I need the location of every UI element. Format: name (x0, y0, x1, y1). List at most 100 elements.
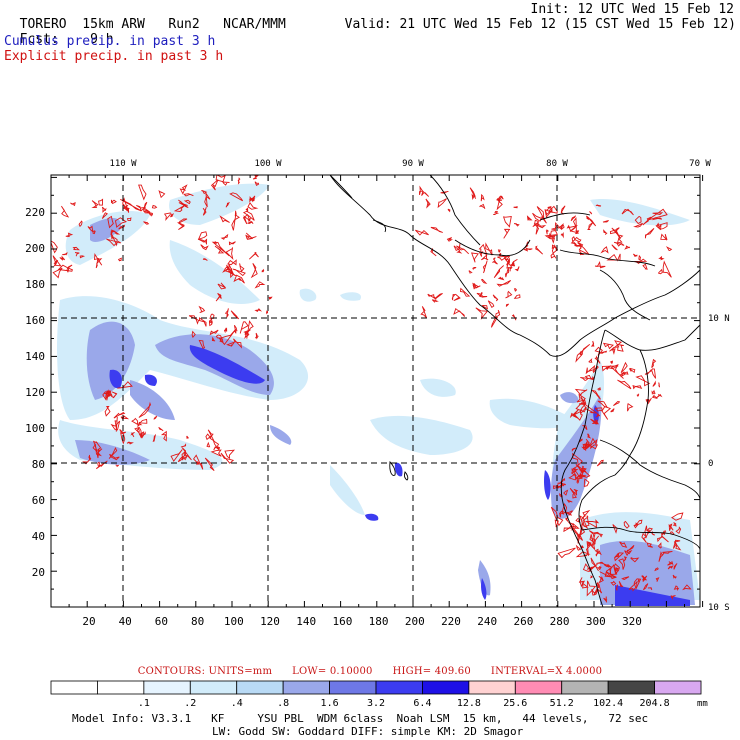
precip-contour (576, 475, 583, 484)
precip-contour (173, 204, 186, 212)
precip-contour (248, 217, 252, 222)
precip-contour (453, 293, 461, 302)
precip-contour (566, 510, 573, 516)
y-tick-label: 20 (32, 566, 45, 579)
precip-shading (57, 183, 700, 606)
precip-contour (603, 596, 608, 603)
precip-contour (239, 321, 249, 334)
precip-contour (126, 217, 132, 221)
precip-contour (419, 185, 424, 196)
colorbar-label: 102.4 (593, 698, 623, 709)
precip-contour (654, 567, 659, 572)
precip-contour (107, 215, 114, 229)
y-tick-labels: 20 40 60 80 100 120 140 160 180 200 220 (25, 206, 45, 579)
precip-contour (471, 252, 479, 263)
precip-contour (87, 225, 94, 233)
precip-contour (602, 342, 614, 350)
precip-contour (621, 576, 630, 580)
y-tick-label: 120 (25, 386, 45, 399)
precip-contour (648, 208, 668, 221)
precip-contour (233, 274, 245, 284)
precip-contour (673, 585, 680, 592)
precip-contour (583, 478, 590, 487)
precip-contour (248, 197, 255, 202)
precip-contour (196, 461, 200, 466)
precip-contour (544, 209, 553, 219)
precip-contour (248, 251, 259, 260)
colorbar-swatch (329, 680, 377, 695)
precip-contour (224, 308, 229, 318)
precip-contour (233, 338, 243, 349)
precip-contour (434, 292, 443, 300)
precip-contour (672, 574, 677, 579)
precip-contour (634, 215, 642, 225)
precip-contour (471, 193, 475, 200)
precip-contour (214, 245, 225, 254)
precip-contour (180, 443, 187, 448)
precip-contour (191, 330, 196, 339)
precip-contour (114, 416, 118, 432)
precip-contour (637, 579, 640, 583)
precip-contour (576, 393, 586, 403)
precip-contour (638, 254, 641, 262)
precip-contour (596, 561, 612, 568)
precip-contour (569, 217, 577, 233)
precip-contour (493, 265, 505, 278)
precip-contour (198, 238, 206, 243)
precip-contour (239, 263, 245, 273)
precip-contour (98, 198, 104, 206)
precip-contour (595, 413, 601, 418)
precip-contour (557, 547, 576, 559)
precip-contour (482, 260, 488, 274)
colorbar-swatch (468, 680, 516, 695)
precip-contour (615, 584, 619, 591)
colorbar-label: 12.8 (457, 698, 481, 709)
model-title: TORERO 15km ARW Run2 NCAR/MMM (4, 2, 286, 32)
precip-contour (202, 207, 207, 216)
precip-contour (179, 184, 188, 195)
precip-contour (211, 241, 230, 257)
precip-contour (503, 255, 511, 262)
precip-contour (620, 371, 626, 378)
y-tick-label: 160 (25, 314, 45, 327)
precip-contour (560, 482, 567, 487)
y-tick-label: 80 (32, 458, 45, 471)
precip-contour (223, 327, 228, 334)
precip-contour (577, 523, 586, 544)
field-label-explicit: Explicit precip. in past 3 h (4, 49, 224, 64)
precip-contour (614, 552, 625, 562)
precip-contour (136, 427, 140, 434)
precip-contour (96, 448, 103, 459)
precip-contour (126, 441, 134, 445)
precip-contour (600, 246, 609, 254)
lon-label: 70 W (689, 159, 711, 169)
precip-contour (497, 255, 509, 261)
precip-contour (651, 389, 656, 395)
precip-contour (72, 246, 80, 251)
precip-contour (641, 575, 648, 582)
precip-contour (268, 296, 273, 301)
precip-contour (252, 175, 260, 180)
x-tick-labels: 20 40 60 80 100 120 140 160 180 200 220 240 260 280 30… (82, 615, 642, 628)
precip-contour (596, 459, 604, 467)
precip-contour (242, 213, 251, 225)
lon-label: 100 W (254, 159, 282, 169)
colorbar-swatch (97, 680, 145, 695)
precip-contour (596, 387, 601, 391)
colorbar-swatch (189, 680, 238, 695)
colorbar-label: .4 (231, 698, 243, 709)
precip-contour (642, 216, 652, 226)
precip-contour (505, 267, 510, 278)
lat-label: 0 (708, 459, 713, 469)
precip-contour (670, 595, 676, 601)
precip-contour (660, 233, 668, 241)
run-label: Run2 (168, 17, 200, 32)
precip-contour (147, 211, 154, 217)
precip-contour (651, 217, 663, 221)
precip-contour (494, 309, 501, 319)
precip-contour (595, 204, 602, 207)
precip-contour (204, 191, 211, 208)
precip-contour (574, 236, 582, 243)
precip-contour (186, 435, 189, 439)
precip-contour (563, 489, 569, 496)
